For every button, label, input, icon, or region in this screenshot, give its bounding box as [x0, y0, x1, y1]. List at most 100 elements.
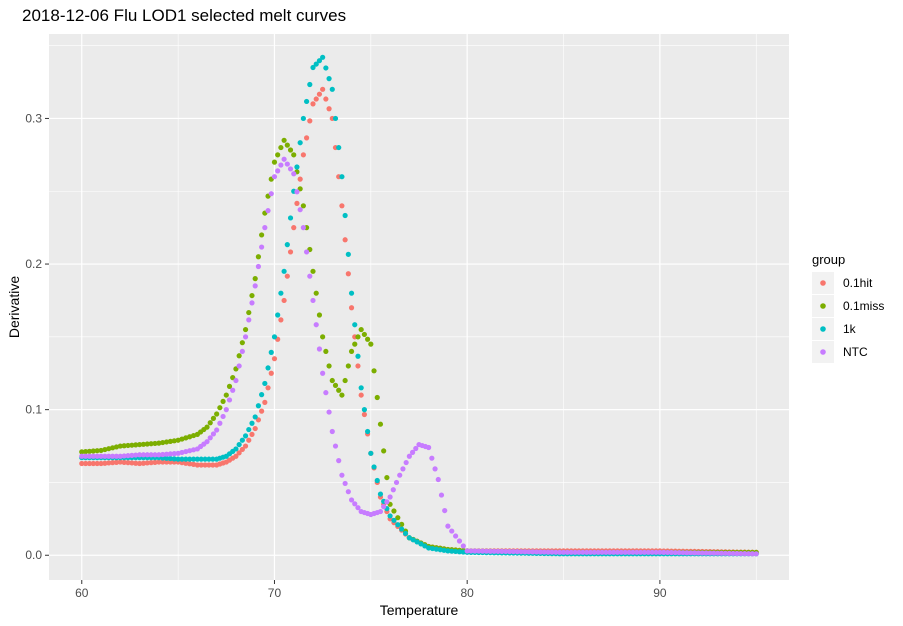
data-point	[136, 460, 143, 467]
data-point	[255, 254, 262, 260]
data-point	[133, 452, 139, 458]
data-point	[645, 549, 651, 555]
data-point	[163, 459, 170, 465]
data-point	[326, 409, 332, 415]
data-point	[278, 144, 284, 151]
data-point	[456, 549, 463, 555]
data-point	[300, 203, 306, 209]
data-point	[206, 456, 212, 462]
data-point	[230, 387, 236, 393]
data-point	[429, 455, 435, 461]
data-point	[152, 440, 158, 447]
data-point	[246, 309, 252, 316]
data-point	[400, 466, 406, 472]
data-point	[695, 550, 702, 556]
data-point	[223, 392, 229, 398]
data-point	[255, 403, 262, 409]
data-point	[90, 448, 96, 454]
data-point	[734, 550, 740, 557]
data-point	[742, 551, 748, 557]
data-point	[657, 549, 663, 555]
data-point	[281, 297, 287, 304]
data-point	[265, 208, 271, 214]
data-point	[468, 548, 474, 554]
x-tick-label: 90	[653, 586, 667, 600]
data-point	[90, 460, 96, 467]
data-point	[284, 273, 290, 279]
data-point	[117, 459, 123, 465]
data-point	[287, 249, 294, 255]
data-point	[167, 455, 174, 462]
data-point	[160, 459, 166, 465]
data-point	[236, 353, 242, 359]
data-point	[437, 547, 443, 553]
data-point	[745, 551, 752, 557]
data-point	[672, 549, 678, 556]
y-tick-label: 0.3	[25, 111, 42, 125]
data-point	[684, 550, 690, 556]
data-point	[316, 346, 323, 352]
data-point	[549, 549, 555, 555]
data-point	[163, 451, 170, 457]
data-point	[171, 451, 177, 457]
data-point	[167, 438, 174, 444]
data-point	[133, 442, 139, 448]
data-point	[329, 86, 335, 92]
data-point	[668, 549, 675, 556]
data-point	[252, 276, 258, 282]
data-point	[214, 427, 220, 433]
data-point	[284, 242, 290, 248]
data-point	[368, 450, 374, 456]
data-point	[297, 140, 303, 146]
data-point	[167, 451, 174, 457]
data-point	[348, 348, 355, 355]
data-point	[557, 549, 563, 555]
data-point	[129, 442, 135, 448]
data-point	[171, 438, 177, 444]
data-point	[603, 549, 609, 555]
data-point	[506, 548, 513, 555]
data-point	[374, 477, 380, 484]
data-point	[249, 292, 255, 299]
data-point	[278, 162, 284, 168]
data-point	[86, 448, 93, 454]
data-point	[262, 225, 268, 231]
data-point	[187, 461, 193, 467]
legend: group 0.1hit 0.1miss 1k NTC	[812, 252, 884, 363]
data-point	[262, 399, 268, 405]
data-point	[271, 356, 278, 362]
data-point	[537, 549, 544, 555]
data-point	[90, 453, 96, 459]
data-point	[121, 453, 127, 459]
data-point	[414, 539, 420, 545]
data-point	[190, 461, 197, 467]
x-tick-label: 60	[75, 586, 89, 600]
data-point	[495, 548, 501, 554]
data-point	[220, 413, 226, 420]
data-point	[190, 456, 197, 462]
data-point	[390, 487, 396, 493]
data-point	[303, 135, 310, 141]
data-point	[136, 452, 143, 458]
data-point	[202, 456, 208, 462]
data-point	[418, 541, 424, 547]
data-point	[487, 548, 493, 554]
data-point	[163, 455, 170, 461]
data-point	[591, 549, 597, 555]
data-point	[503, 548, 509, 555]
data-point	[381, 448, 387, 454]
data-point	[249, 431, 255, 437]
legend-title: group	[812, 252, 845, 267]
data-point	[79, 460, 85, 467]
legend-label: 1k	[843, 322, 857, 336]
data-point	[399, 526, 405, 532]
data-point	[664, 549, 671, 556]
data-point	[307, 81, 313, 88]
data-point	[449, 528, 455, 534]
data-point	[530, 549, 536, 555]
data-point	[106, 460, 112, 466]
data-point	[384, 499, 390, 505]
data-point	[323, 65, 329, 71]
data-point	[79, 449, 85, 455]
data-point	[236, 363, 242, 369]
